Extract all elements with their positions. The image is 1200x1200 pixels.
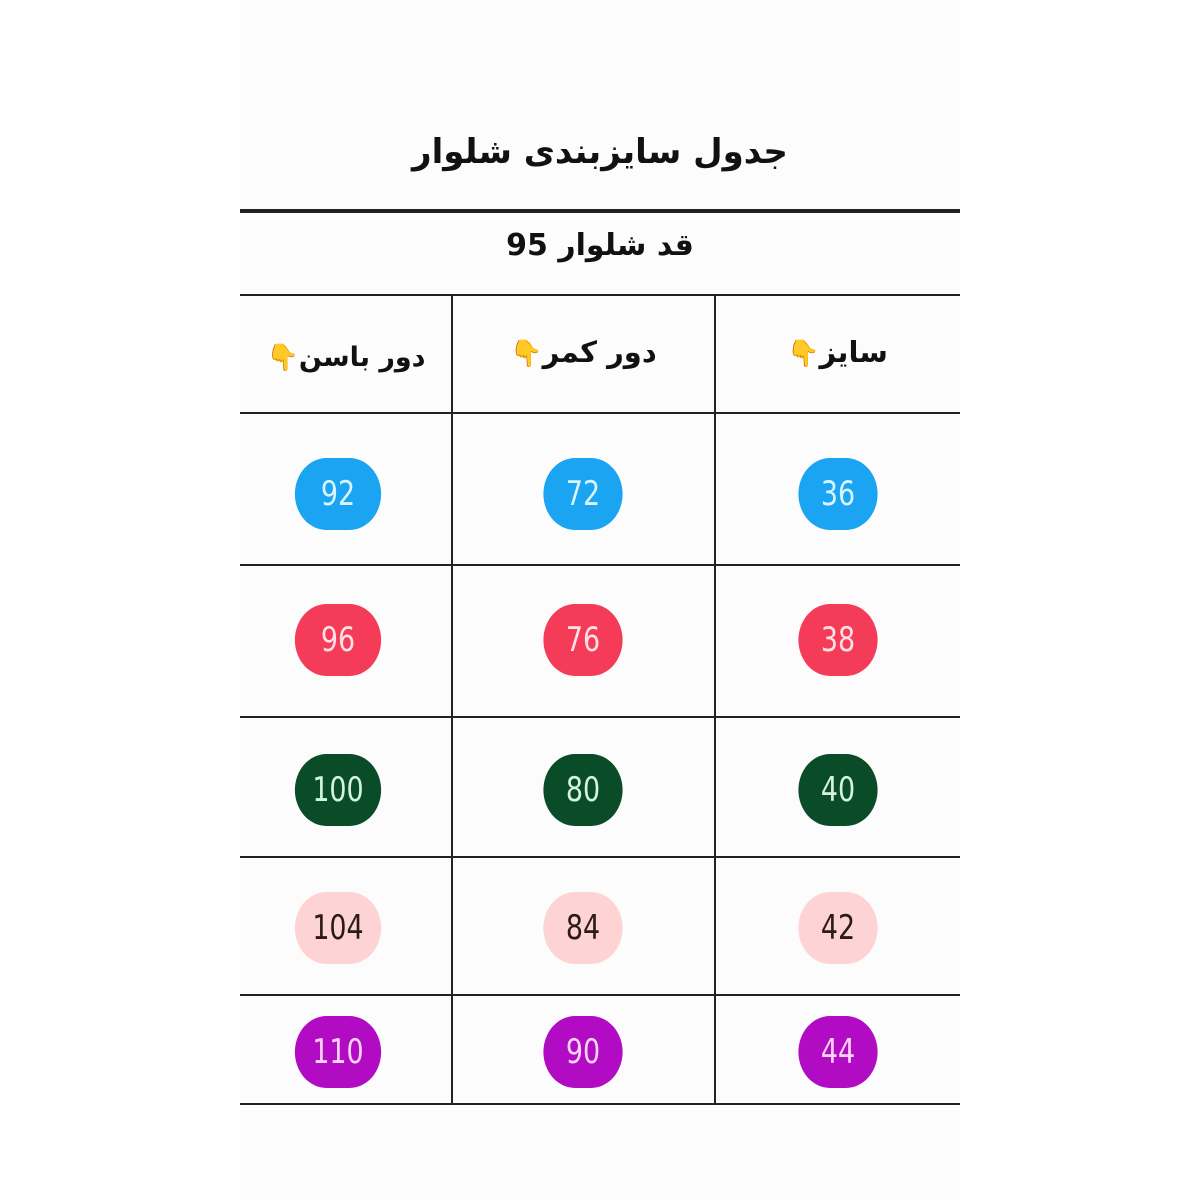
row-divider: [240, 994, 960, 996]
size-value-badge: 36: [798, 458, 878, 530]
size-value-badge: 38: [798, 604, 878, 676]
waist-value-badge: 72: [543, 458, 623, 530]
column-header-hip: دور باسن👇: [240, 342, 452, 373]
size-value-badge: 42: [798, 892, 878, 964]
chart-title: جدول سایزبندی شلوار: [412, 132, 788, 172]
pointing-down-hand-icon: 👇: [266, 343, 299, 373]
column-header-label: سایز: [819, 335, 888, 369]
row-divider: [240, 564, 960, 566]
column-divider: [451, 295, 453, 1105]
size-chart-sheet: [240, 0, 960, 1200]
row-divider: [240, 294, 960, 296]
row-divider: [240, 856, 960, 858]
column-header-label: دور کمر: [542, 335, 657, 369]
pointing-down-hand-icon: 👇: [787, 339, 820, 369]
column-header-size: سایز👇: [715, 335, 960, 369]
column-divider: [714, 295, 716, 1103]
hip-value-badge: 100: [294, 754, 382, 826]
size-value-badge: 44: [798, 1016, 878, 1088]
row-divider: [240, 412, 960, 414]
waist-value-badge: 84: [543, 892, 623, 964]
waist-value-badge: 80: [543, 754, 623, 826]
column-header-label: دور باسن: [298, 342, 426, 373]
hip-value-badge: 110: [294, 1016, 382, 1088]
waist-value-badge: 90: [543, 1016, 623, 1088]
column-header-waist: دور کمر👇: [452, 335, 715, 369]
row-divider: [240, 1103, 960, 1105]
hip-value-badge: 96: [294, 604, 382, 676]
pants-length-label: قد شلوار 95: [506, 228, 694, 263]
hip-value-badge: 104: [294, 892, 382, 964]
hip-value-badge: 92: [294, 458, 382, 530]
row-divider: [240, 716, 960, 718]
title-divider: [240, 209, 960, 213]
size-value-badge: 40: [798, 754, 878, 826]
waist-value-badge: 76: [543, 604, 623, 676]
pointing-down-hand-icon: 👇: [510, 339, 543, 369]
